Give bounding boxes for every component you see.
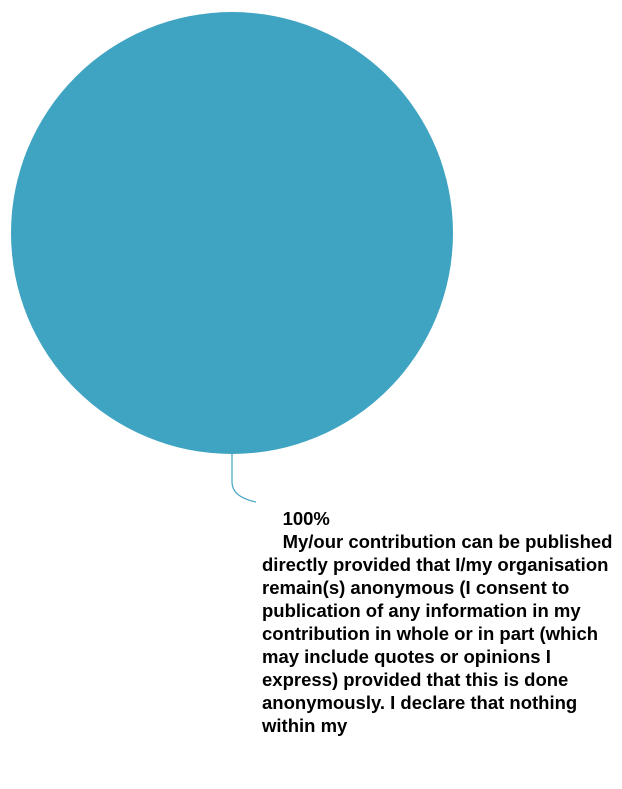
pie-slices: [11, 12, 453, 454]
slice-label: 100% My/our contribution can be publishe…: [262, 484, 618, 760]
slice-leader-line: [231, 454, 257, 503]
slice-percent: 100%: [282, 508, 330, 529]
slice-label-text: My/our contribution can be published dir…: [262, 531, 618, 736]
